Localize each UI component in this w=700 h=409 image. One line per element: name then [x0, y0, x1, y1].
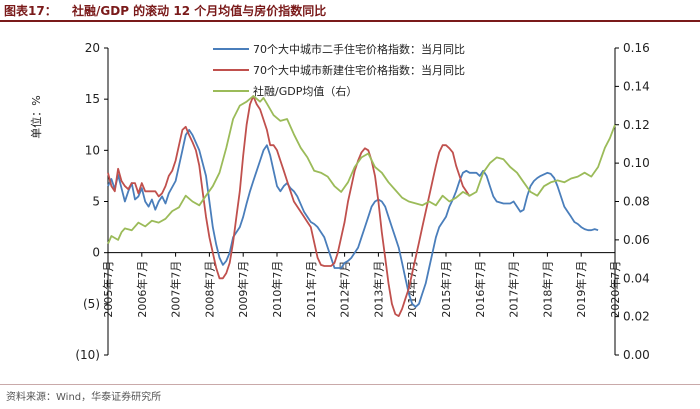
x-tick-label: 2012年7月 — [338, 261, 352, 318]
y-right-tick-label: 0.00 — [623, 348, 650, 362]
x-tick-label: 2006年7月 — [135, 261, 149, 318]
x-tick-label: 2013年7月 — [371, 261, 385, 318]
y-left-tick-label: (10) — [75, 348, 100, 362]
y-right-tick-label: 0.16 — [623, 41, 650, 55]
y-axis-label: 单位：% — [29, 95, 43, 138]
y-right-tick-label: 0.06 — [623, 233, 650, 247]
source-note: 资料来源：Wind，华泰证券研究所 — [6, 392, 162, 403]
x-tick-label: 2015年7月 — [439, 261, 453, 318]
x-tick-label: 2017年7月 — [507, 261, 521, 318]
y-right-tick-label: 0.12 — [623, 118, 650, 132]
title-rule — [0, 20, 700, 22]
x-tick-label: 2019年7月 — [574, 261, 588, 318]
x-tick-label: 2009年7月 — [236, 261, 250, 318]
x-tick-label: 2020年7月 — [608, 261, 622, 318]
legend-label: 社融/GDP均值（右） — [253, 84, 357, 98]
legend-label: 70个大中城市新建住宅价格指数：当月同比 — [253, 63, 465, 77]
y-right-tick-label: 0.08 — [623, 195, 650, 209]
y-left-tick-label: (5) — [83, 297, 100, 311]
series-line — [107, 95, 471, 317]
y-right-tick-label: 0.02 — [623, 310, 650, 324]
figure-number: 图表17： — [4, 4, 57, 18]
y-right-tick-label: 0.04 — [623, 271, 650, 285]
x-tick-label: 2007年7月 — [169, 261, 183, 318]
x-tick-label: 2010年7月 — [270, 261, 284, 318]
x-tick-label: 2014年7月 — [405, 261, 419, 318]
y-left-tick-label: 10 — [85, 143, 100, 157]
y-left-tick-label: 20 — [85, 41, 100, 55]
series-line — [107, 129, 599, 308]
figure-header: 图表17： 社融/GDP 的滚动 12 个月均值与房价指数同比 — [0, 0, 700, 22]
x-tick-label: 2008年7月 — [202, 261, 216, 318]
chart-legend: 70个大中城市二手住宅价格指数：当月同比 70个大中城市新建住宅价格指数：当月同比… — [213, 42, 465, 98]
x-tick-label: 2016年7月 — [473, 261, 487, 318]
source-rule — [0, 384, 700, 385]
x-tick-label: 2005年7月 — [101, 261, 115, 318]
chart-series — [107, 95, 616, 317]
x-tick-label: 2018年7月 — [540, 261, 554, 318]
y-right-tick-label: 0.14 — [623, 79, 650, 93]
y-right-tick-label: 0.10 — [623, 156, 650, 170]
figure-title: 社融/GDP 的滚动 12 个月均值与房价指数同比 — [72, 4, 327, 18]
line-chart: (10) (5) 0 5 10 15 20 0.00 0.02 0.04 0.06 0.08 0.10 0… — [29, 41, 650, 362]
x-tick-label: 2011年7月 — [304, 261, 318, 318]
y-left-tick-label: 15 — [85, 92, 100, 106]
y-left-tick-label: 5 — [92, 195, 100, 209]
series-line — [107, 95, 616, 245]
chart-axes: (10) (5) 0 5 10 15 20 0.00 0.02 0.04 0.06 0.08 0.10 0… — [75, 41, 649, 362]
y-left-tick-label: 0 — [92, 246, 100, 260]
legend-label: 70个大中城市二手住宅价格指数：当月同比 — [253, 42, 465, 56]
